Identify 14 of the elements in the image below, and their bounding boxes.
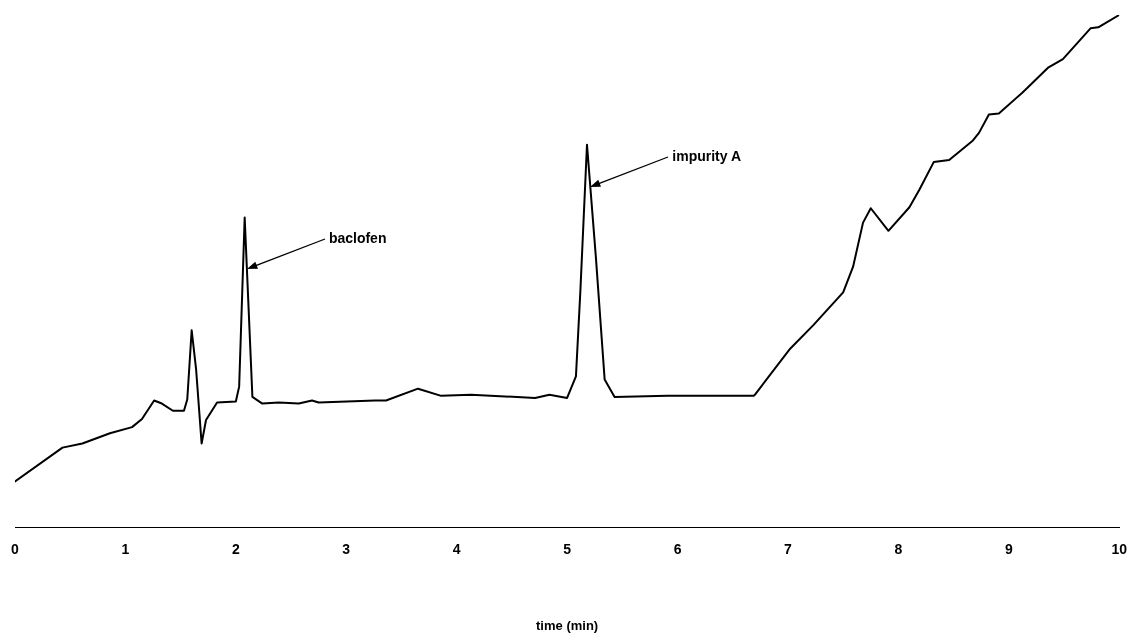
x-tick-label: 7 [784,540,793,557]
x-tick-label: 3 [342,540,351,557]
x-tick-label: 10 [1111,540,1128,557]
x-tick-label: 6 [673,540,682,557]
annotation: baclofen [328,229,387,246]
x-tick-label: 0 [11,540,20,557]
x-tick-label: 1 [121,540,130,557]
x-tick-label: 2 [231,540,240,557]
x-tick-label: 4 [452,540,461,557]
x-axis-title: time (min) [536,617,599,633]
x-tick-label: 5 [563,540,572,557]
annotation: impurity A [672,147,742,164]
x-tick-label: 8 [894,540,903,557]
x-tick-label: 9 [1004,540,1013,557]
